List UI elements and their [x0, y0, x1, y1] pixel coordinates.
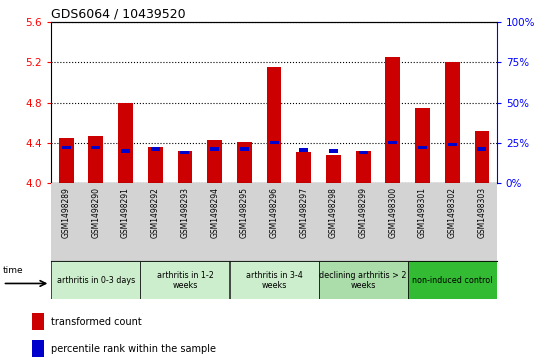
Bar — [267, 67, 281, 183]
Bar — [178, 151, 192, 183]
Bar — [296, 152, 311, 183]
Bar — [388, 142, 397, 144]
Text: GSM1498301: GSM1498301 — [418, 187, 427, 238]
Text: GSM1498291: GSM1498291 — [121, 187, 130, 238]
Bar — [477, 147, 487, 151]
Bar — [170, 183, 200, 261]
Bar — [467, 183, 497, 261]
Bar — [200, 183, 230, 261]
Text: GSM1498292: GSM1498292 — [151, 187, 160, 238]
Bar — [59, 138, 73, 183]
Text: time: time — [3, 266, 23, 276]
Bar — [89, 136, 103, 183]
Bar — [51, 183, 81, 261]
Text: GSM1498300: GSM1498300 — [388, 187, 397, 238]
Text: GSM1498295: GSM1498295 — [240, 187, 249, 238]
Bar — [180, 151, 190, 154]
Bar — [140, 261, 230, 299]
Bar — [448, 143, 457, 146]
Text: GSM1498299: GSM1498299 — [359, 187, 368, 238]
Text: transformed count: transformed count — [51, 317, 142, 327]
Bar — [356, 151, 370, 183]
Bar — [408, 261, 497, 299]
Bar — [259, 183, 289, 261]
Text: arthritis in 0-3 days: arthritis in 0-3 days — [57, 276, 135, 285]
Text: GSM1498298: GSM1498298 — [329, 187, 338, 238]
Bar — [437, 183, 467, 261]
Text: GSM1498303: GSM1498303 — [477, 187, 487, 238]
Bar — [32, 314, 44, 330]
Bar — [326, 155, 341, 183]
Text: non-induced control: non-induced control — [412, 276, 492, 285]
Bar — [237, 142, 252, 183]
Bar — [329, 150, 338, 152]
Bar — [269, 142, 279, 144]
Bar — [378, 183, 408, 261]
Bar — [81, 183, 111, 261]
Bar — [91, 146, 100, 150]
Text: GSM1498296: GSM1498296 — [269, 187, 279, 238]
Bar — [319, 183, 348, 261]
Text: declining arthritis > 2
weeks: declining arthritis > 2 weeks — [319, 271, 407, 290]
Text: GSM1498289: GSM1498289 — [62, 187, 71, 238]
Bar — [408, 183, 437, 261]
Bar — [348, 183, 378, 261]
Bar — [386, 57, 400, 183]
Bar — [289, 183, 319, 261]
Text: GSM1498294: GSM1498294 — [210, 187, 219, 238]
Bar — [62, 146, 71, 150]
Bar — [299, 148, 308, 151]
Bar — [148, 147, 163, 183]
Text: arthritis in 1-2
weeks: arthritis in 1-2 weeks — [157, 271, 213, 290]
Bar — [210, 147, 219, 151]
Bar — [111, 183, 140, 261]
Bar — [121, 150, 130, 152]
Bar — [475, 131, 489, 183]
Bar — [151, 147, 160, 151]
Text: GDS6064 / 10439520: GDS6064 / 10439520 — [51, 8, 186, 21]
Text: GSM1498297: GSM1498297 — [299, 187, 308, 238]
Bar — [445, 62, 460, 183]
Bar — [32, 340, 44, 357]
Text: GSM1498290: GSM1498290 — [91, 187, 100, 238]
Bar — [359, 151, 368, 154]
Bar — [415, 107, 430, 183]
Bar — [418, 146, 427, 150]
Text: arthritis in 3-4
weeks: arthritis in 3-4 weeks — [246, 271, 302, 290]
Bar — [230, 183, 259, 261]
Bar — [118, 102, 133, 183]
Bar — [230, 261, 319, 299]
Bar — [207, 140, 222, 183]
Text: GSM1498302: GSM1498302 — [448, 187, 457, 238]
Bar — [240, 147, 249, 151]
Text: percentile rank within the sample: percentile rank within the sample — [51, 344, 217, 354]
Bar — [319, 261, 408, 299]
Bar — [140, 183, 170, 261]
Bar — [51, 261, 140, 299]
Text: GSM1498293: GSM1498293 — [180, 187, 190, 238]
